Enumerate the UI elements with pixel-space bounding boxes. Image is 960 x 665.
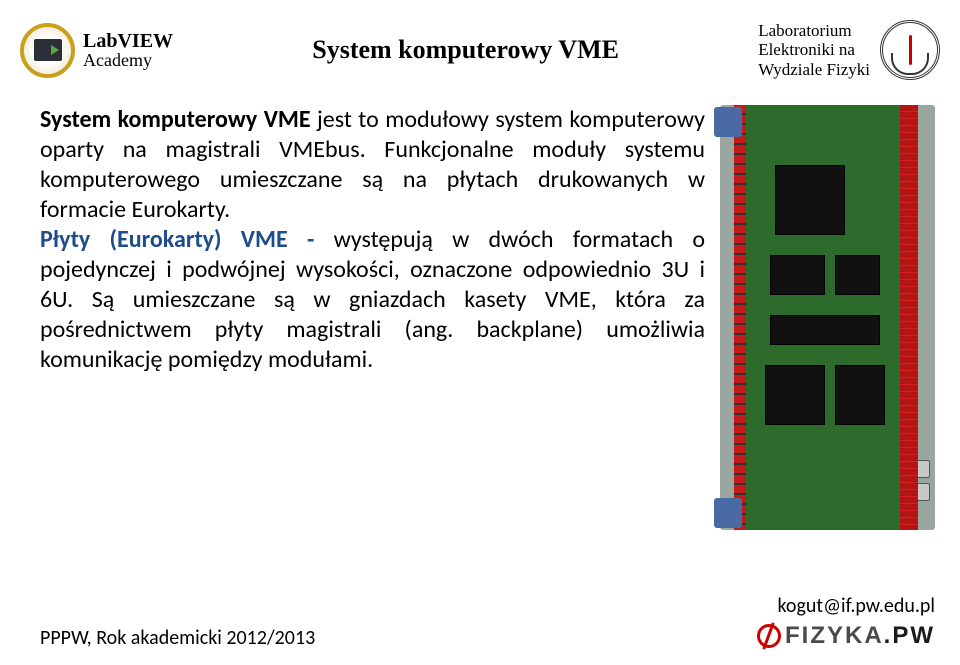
fizyka-pw-logo: FIZYKA.PW xyxy=(757,622,935,650)
logo-part2: .PW xyxy=(884,622,935,650)
board-handle-top xyxy=(714,107,742,137)
labview-academy-logo: LabVIEW Academy xyxy=(20,23,173,78)
footer-right: kogut@if.pw.edu.pl FIZYKA.PW xyxy=(757,594,935,650)
slide-title: System komputerowy VME xyxy=(173,35,758,65)
board-chip-icon xyxy=(835,365,885,425)
body-text: System komputerowy VME jest to modułowy … xyxy=(40,105,705,530)
labview-academy-text: LabVIEW Academy xyxy=(83,31,173,69)
board-chip-icon xyxy=(835,255,880,295)
board-port-icon xyxy=(912,460,930,478)
phi-symbol-icon xyxy=(757,624,781,648)
logo-part1: FIZYKA xyxy=(785,622,884,650)
board-port-icon xyxy=(912,483,930,501)
pw-physics-seal-icon xyxy=(880,20,940,80)
vme-board-image xyxy=(720,105,935,530)
paragraph-2: Płyty (Eurokarty) VME - występują w dwóc… xyxy=(40,225,705,375)
header: LabVIEW Academy System komputerowy VME L… xyxy=(0,0,960,90)
lab-text: Laboratorium Elektroniki na Wydziale Fiz… xyxy=(758,21,870,80)
lab-affiliation: Laboratorium Elektroniki na Wydziale Fiz… xyxy=(758,20,940,80)
board-chip-icon xyxy=(770,255,825,295)
board-handle-bottom xyxy=(714,498,742,528)
footer-email: kogut@if.pw.edu.pl xyxy=(778,594,935,618)
board-chip-icon xyxy=(775,165,845,235)
labview-seal-icon xyxy=(20,23,75,78)
paragraph-1: System komputerowy VME jest to modułowy … xyxy=(40,105,705,225)
board-chip-icon xyxy=(765,365,825,425)
labview-line2: Academy xyxy=(83,51,173,69)
labview-line1: LabVIEW xyxy=(83,31,173,51)
footer-left: PPPW, Rok akademicki 2012/2013 xyxy=(40,626,315,650)
lab-line2: Elektroniki na xyxy=(758,40,870,60)
content-row: System komputerowy VME jest to modułowy … xyxy=(0,90,960,530)
para1-lead: System komputerowy VME xyxy=(40,105,311,134)
para2-lead: Płyty (Eurokarty) VME - xyxy=(40,225,314,254)
footer: PPPW, Rok akademicki 2012/2013 kogut@if.… xyxy=(0,594,960,650)
lab-line3: Wydziale Fizyki xyxy=(758,60,870,80)
lab-line1: Laboratorium xyxy=(758,21,870,41)
board-chip-icon xyxy=(770,315,880,345)
